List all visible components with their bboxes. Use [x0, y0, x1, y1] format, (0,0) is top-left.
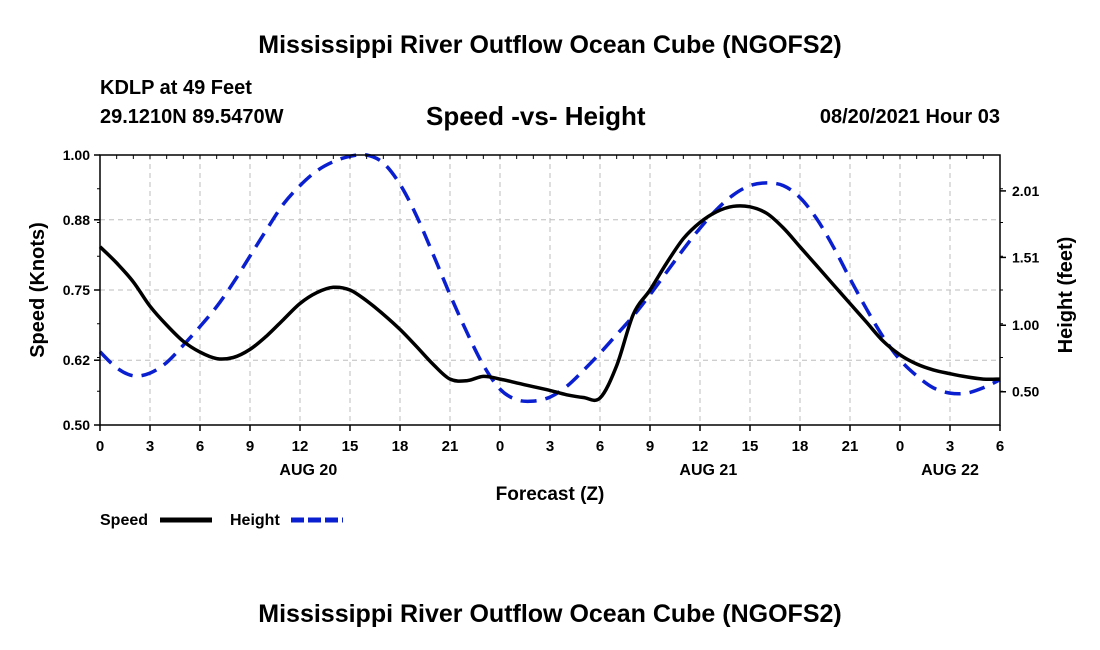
x-tick-label: 15 — [342, 438, 359, 455]
chart-title-top: Mississippi River Outflow Ocean Cube (NG… — [258, 31, 842, 59]
x-tick-label: 18 — [392, 438, 409, 455]
series-line-height — [98, 152, 1001, 404]
x-tick-label: 0 — [896, 438, 904, 455]
x-tick-label: 12 — [692, 438, 709, 455]
coordinates-label: 29.1210N 89.5470W — [100, 106, 284, 128]
x-tick-label: 0 — [96, 438, 104, 455]
x-tick-label: 15 — [742, 438, 759, 455]
chart-title-bottom: Mississippi River Outflow Ocean Cube (NG… — [258, 600, 842, 628]
forecast-datetime: 08/20/2021 Hour 03 — [819, 106, 1000, 128]
y-tick-label-left: 0.88 — [63, 212, 90, 228]
x-tick-label: 3 — [546, 438, 554, 455]
x-tick-label: 6 — [596, 438, 604, 455]
x-tick-label: 9 — [246, 438, 254, 455]
x-axis-label: Forecast (Z) — [496, 484, 605, 505]
chart-subtitle: Speed -vs- Height — [426, 101, 646, 131]
y-tick-label-right: 1.00 — [1012, 317, 1039, 333]
x-tick-label: 3 — [146, 438, 154, 455]
x-tick-label: 18 — [792, 438, 809, 455]
x-tick-label: 9 — [646, 438, 654, 455]
y-tick-label-left: 0.62 — [63, 352, 90, 368]
grid-lines — [100, 155, 1000, 425]
legend-label-speed: Speed — [100, 512, 148, 529]
y-tick-label-right: 0.50 — [1012, 384, 1039, 400]
axes: 0 3 6 9 12 15 18 21 0 3 6 9 12 15 18 21 0 3 6 AUG 20 AUG 21 A… — [63, 147, 1040, 479]
y-tick-label-right: 2.01 — [1012, 183, 1039, 199]
legend: Speed Height — [100, 512, 343, 529]
y-tick-label-left: 0.50 — [63, 417, 90, 433]
x-tick-label: 6 — [196, 438, 204, 455]
station-label: KDLP at 49 Feet — [100, 77, 252, 99]
x-tick-label: 21 — [442, 438, 459, 455]
x-date-label: AUG 22 — [921, 462, 979, 479]
x-tick-label: 3 — [946, 438, 954, 455]
x-tick-label: 0 — [496, 438, 504, 455]
y-axis-label-left: Speed (Knots) — [27, 222, 49, 358]
x-tick-label: 12 — [292, 438, 309, 455]
series-layer — [98, 152, 1001, 404]
x-tick-label: 6 — [996, 438, 1004, 455]
series-line-speed — [98, 204, 1001, 403]
x-date-label: AUG 20 — [279, 462, 337, 479]
y-tick-label-left: 0.75 — [63, 282, 90, 298]
x-tick-label: 21 — [842, 438, 859, 455]
y-tick-label-right: 1.51 — [1012, 249, 1039, 265]
y-axis-label-right: Height (feet) — [1055, 237, 1077, 354]
y-tick-label-left: 1.00 — [63, 147, 90, 163]
legend-label-height: Height — [230, 512, 280, 529]
x-date-label: AUG 21 — [679, 462, 737, 479]
